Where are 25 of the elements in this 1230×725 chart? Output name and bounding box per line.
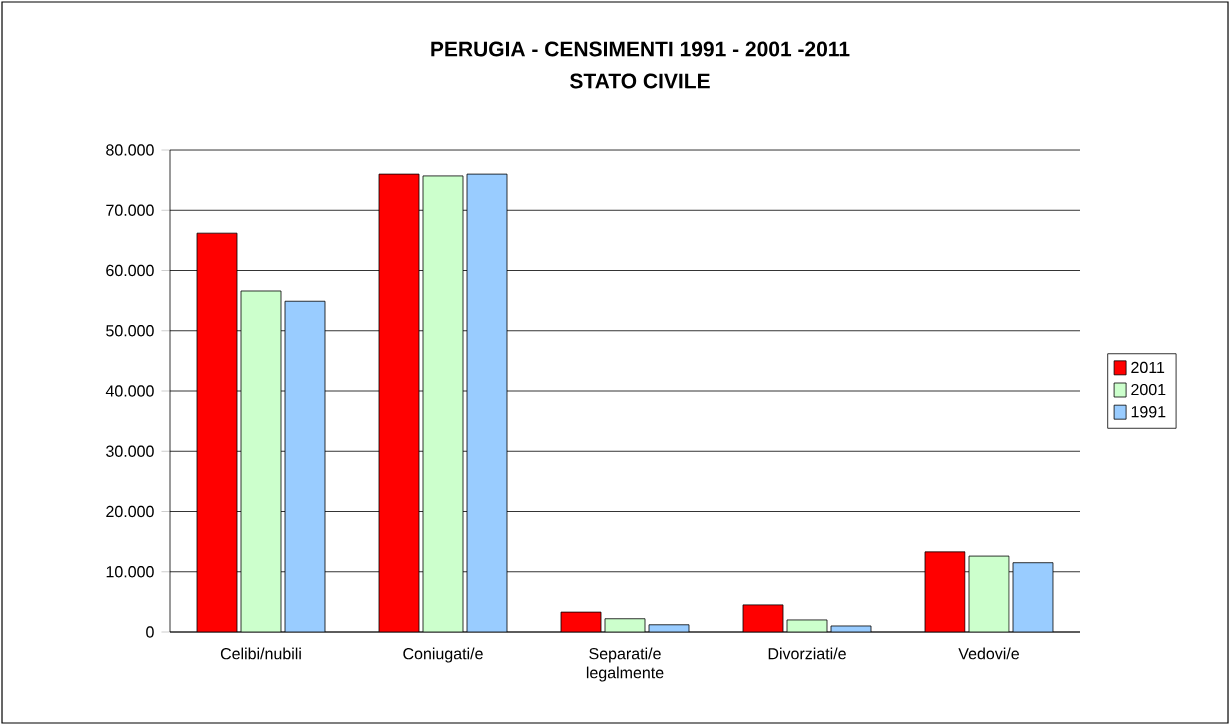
bar: [378, 173, 420, 632]
y-tick-label: 30.000: [106, 445, 154, 457]
x-tick-label: Celibi/nubili: [220, 647, 301, 660]
y-tick-label: 50.000: [106, 325, 154, 337]
bar: [196, 232, 238, 632]
bar: [924, 551, 966, 632]
x-tick-label: Coniugati/e: [403, 647, 483, 663]
legend-label: 1991: [1131, 406, 1166, 418]
x-tick-label: Separati/e legalmente: [586, 647, 664, 682]
y-tick-label: 10.000: [106, 566, 154, 578]
y-tick-label: 0: [146, 626, 154, 638]
chart-title: PERUGIA - CENSIMENTI 1991 - 2001 -2011: [431, 41, 850, 57]
legend-label: 2001: [1131, 383, 1166, 396]
x-tick-label: Divorziati/e: [768, 647, 846, 660]
y-tick-label: 20.000: [106, 505, 154, 518]
x-tick-label: Vedovi/e: [958, 647, 1019, 660]
bar: [422, 175, 464, 632]
chart-subtitle: STATO CIVILE: [570, 73, 710, 89]
y-tick-label: 70.000: [106, 204, 154, 216]
y-tick-label: 40.000: [105, 385, 154, 397]
y-tick-label: 60.000: [106, 264, 154, 277]
bar: [240, 290, 282, 632]
bar: [968, 555, 1010, 632]
y-tick-label: 80.000: [106, 144, 154, 156]
legend-label: 2011: [1131, 361, 1165, 374]
